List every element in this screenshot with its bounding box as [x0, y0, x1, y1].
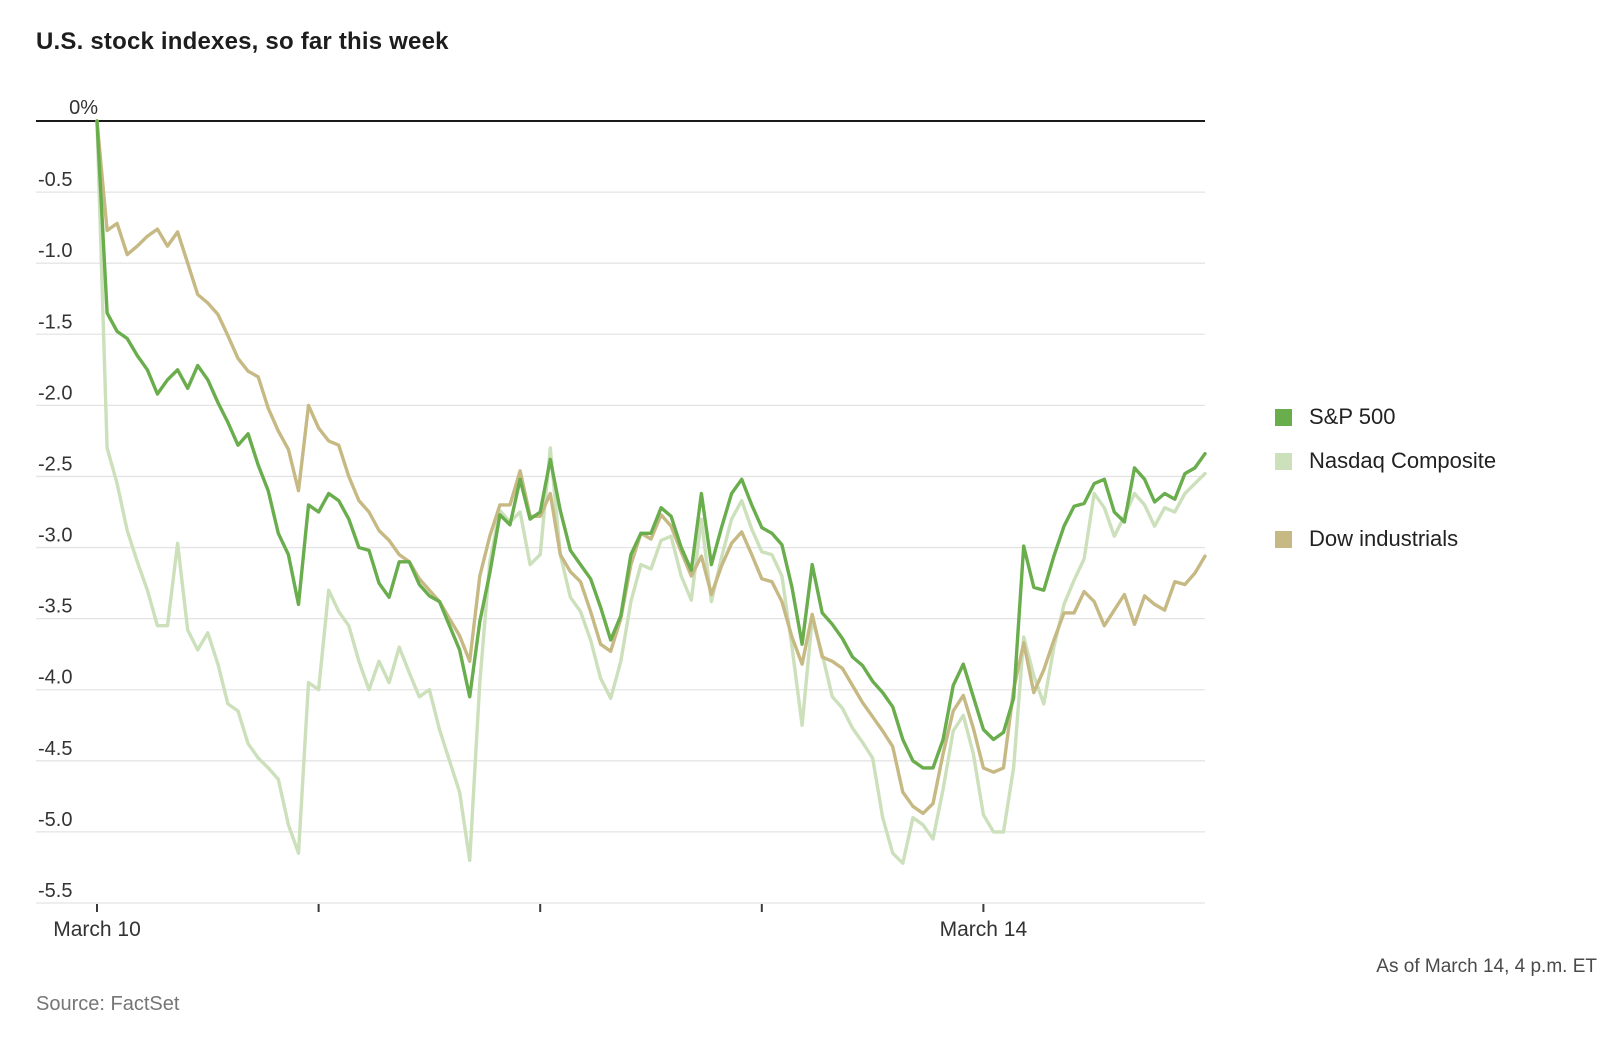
series-line-nasdaq-composite: [95, 119, 1207, 865]
y-axis-tick-label: -3.0: [38, 525, 72, 547]
sp500-swatch-icon: [1275, 408, 1292, 426]
x-axis-label: March 10: [53, 918, 141, 941]
y-axis-tick-label: -1.0: [38, 240, 72, 262]
y-axis-tick-label: -2.5: [38, 453, 72, 475]
legend-item-nasdaq: Nasdaq Composite: [1275, 448, 1497, 473]
y-axis-tick-label: -5.0: [38, 809, 72, 831]
series-line-dow-industrials: [95, 119, 1207, 816]
legend-label: Dow industrials: [1309, 526, 1459, 551]
y-axis-tick-label: -4.0: [38, 667, 72, 689]
legend-item-dow: Dow industrials: [1275, 526, 1459, 551]
x-axis-label: March 14: [940, 918, 1028, 941]
y-axis-tick-label: -0.5: [38, 169, 72, 191]
series-line-s-p-500: [95, 119, 1207, 770]
dow-swatch-icon: [1275, 530, 1292, 548]
y-axis-tick-label: -5.5: [38, 880, 72, 902]
legend-label: Nasdaq Composite: [1309, 448, 1497, 473]
legend-item-sp500: S&P 500: [1275, 404, 1396, 429]
y-axis-tick-label: -1.5: [38, 311, 72, 333]
nasdaq-swatch-icon: [1275, 452, 1292, 470]
page-title: U.S. stock indexes, so far this week: [36, 28, 449, 55]
y-axis-tick-label: -3.5: [38, 596, 72, 618]
y-axis-tick-label: -2.0: [38, 382, 72, 404]
source-note: Source: FactSet: [36, 993, 180, 1015]
legend-label: S&P 500: [1309, 404, 1396, 429]
as-of-note: As of March 14, 4 p.m. ET: [1376, 956, 1597, 977]
y-axis-tick-label: 0%: [69, 97, 98, 119]
y-axis-tick-label: -4.5: [38, 738, 72, 760]
